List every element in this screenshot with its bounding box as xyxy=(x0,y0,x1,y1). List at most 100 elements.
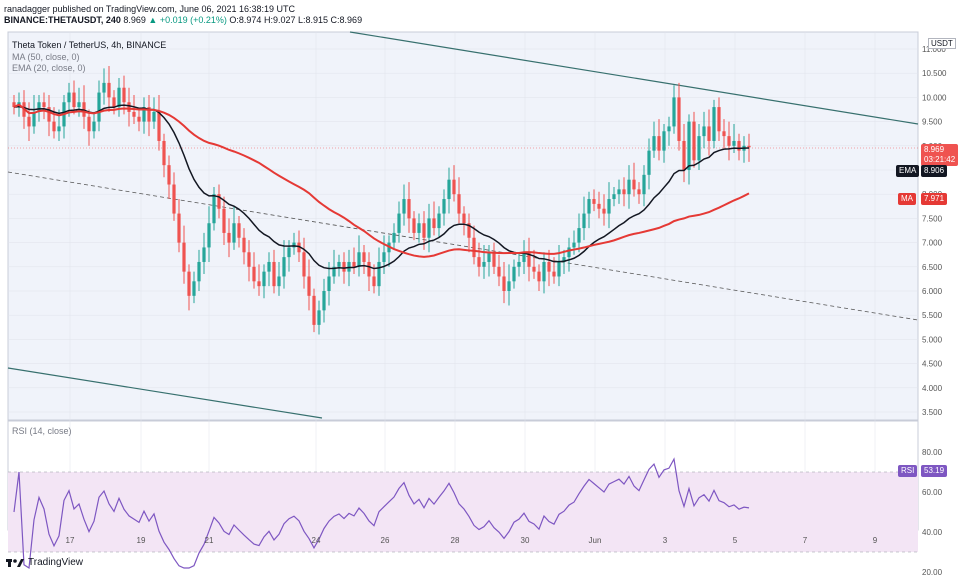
candle xyxy=(272,261,276,287)
moving-averages xyxy=(13,103,750,270)
legend-ema: EMA (20, close, 0) xyxy=(12,63,86,73)
candle xyxy=(687,121,691,170)
rsi-tick-label: 20.00 xyxy=(922,568,943,576)
price-tick-label: 10.500 xyxy=(922,69,947,78)
candle xyxy=(567,247,571,258)
time-tick-label: 5 xyxy=(733,536,738,545)
candle xyxy=(237,223,241,238)
candle xyxy=(257,281,261,287)
candle xyxy=(612,194,616,200)
time-tick-label: 24 xyxy=(312,536,321,545)
candle xyxy=(577,228,581,243)
candle xyxy=(682,140,686,170)
candle xyxy=(202,247,206,262)
candle xyxy=(732,140,736,146)
candle xyxy=(42,102,46,108)
price-tag: 8.969 03:21:42 xyxy=(921,144,959,166)
ma-tag-value: 7.971 xyxy=(921,193,948,205)
candle xyxy=(117,87,121,108)
candle xyxy=(72,92,76,108)
time-tick-label: 26 xyxy=(381,536,390,545)
candle xyxy=(292,242,296,248)
candle xyxy=(662,131,666,151)
candle xyxy=(287,247,291,258)
candle xyxy=(87,116,91,132)
candle xyxy=(652,136,656,151)
main-pane[interactable] xyxy=(7,31,919,421)
last-price: 8.969 xyxy=(123,15,146,25)
candle xyxy=(587,199,591,214)
currency-label[interactable]: USDT xyxy=(928,38,956,49)
candle xyxy=(497,266,501,277)
price-tick-label: 4.000 xyxy=(922,384,943,393)
candle xyxy=(12,102,16,108)
time-axis[interactable]: 17 19 21 24 26 28 30 Jun 3 5 7 9 xyxy=(66,536,878,545)
price-tick-label: 9.500 xyxy=(922,118,943,127)
time-tick-label: 17 xyxy=(66,536,75,545)
candle xyxy=(367,261,371,277)
time-tick-label: Jun xyxy=(589,536,602,545)
candle xyxy=(372,276,376,287)
candle xyxy=(427,218,431,238)
candle xyxy=(187,271,191,296)
candle xyxy=(457,194,461,214)
candle xyxy=(242,237,246,253)
footer-brand[interactable]: TradingView xyxy=(6,557,83,568)
candle xyxy=(317,310,321,325)
candle xyxy=(107,82,111,98)
candle xyxy=(512,266,516,282)
rsi-tag-name: RSI xyxy=(898,465,918,477)
ma-line xyxy=(13,103,750,258)
candle xyxy=(432,218,436,229)
candle xyxy=(142,107,146,122)
rsi-tick-label: 60.00 xyxy=(922,488,943,497)
publisher-line: ranadagger published on TradingView.com,… xyxy=(4,4,296,14)
price-axis[interactable]: 11.00010.50010.0009.5009.0008.5008.0007.… xyxy=(922,45,947,417)
candle xyxy=(307,276,311,296)
chart-title: Theta Token / TetherUS, 4h, BINANCE xyxy=(12,40,167,50)
ohlc-high: H:9.027 xyxy=(263,15,296,25)
candle xyxy=(487,252,491,262)
candle xyxy=(592,199,596,204)
candle xyxy=(27,116,31,127)
channel-lines xyxy=(7,31,919,419)
rsi-tag-value: 53.19 xyxy=(921,465,948,477)
candle xyxy=(267,261,271,272)
candle xyxy=(167,165,171,185)
rsi-band xyxy=(8,472,918,552)
candle xyxy=(262,271,266,287)
price-tick-label: 10.000 xyxy=(922,93,947,102)
symbol-ohlc-line: BINANCE:THETAUSDT, 240 8.969 ▲ +0.019 (+… xyxy=(4,15,362,26)
candle xyxy=(622,189,626,195)
candle xyxy=(572,242,576,248)
candle xyxy=(667,126,671,132)
candle xyxy=(417,223,421,233)
rsi-axis[interactable]: 80.00 60.00 40.00 20.00 xyxy=(922,448,943,576)
price-tick-label: 5.000 xyxy=(922,335,943,344)
candle xyxy=(252,266,256,282)
candle xyxy=(492,252,496,267)
candle xyxy=(437,213,441,229)
candle xyxy=(352,261,356,267)
candle xyxy=(522,252,526,262)
candle xyxy=(152,111,156,122)
candle xyxy=(467,223,471,238)
price-tick-label: 7.500 xyxy=(922,214,943,223)
candle xyxy=(247,252,251,267)
candle xyxy=(617,189,621,195)
legend-rsi: RSI (14, close) xyxy=(12,426,72,436)
candle xyxy=(77,102,81,108)
candle xyxy=(542,261,546,282)
candle xyxy=(127,102,131,112)
candle xyxy=(347,261,351,272)
candle xyxy=(607,199,611,214)
rsi-lines xyxy=(8,457,918,570)
candle xyxy=(412,218,416,233)
candle xyxy=(672,97,676,127)
candles xyxy=(12,65,751,335)
candle xyxy=(552,271,556,277)
candle xyxy=(647,150,651,175)
tradingview-logo-icon xyxy=(6,559,24,567)
price-tag-value: 8.969 xyxy=(924,145,945,154)
